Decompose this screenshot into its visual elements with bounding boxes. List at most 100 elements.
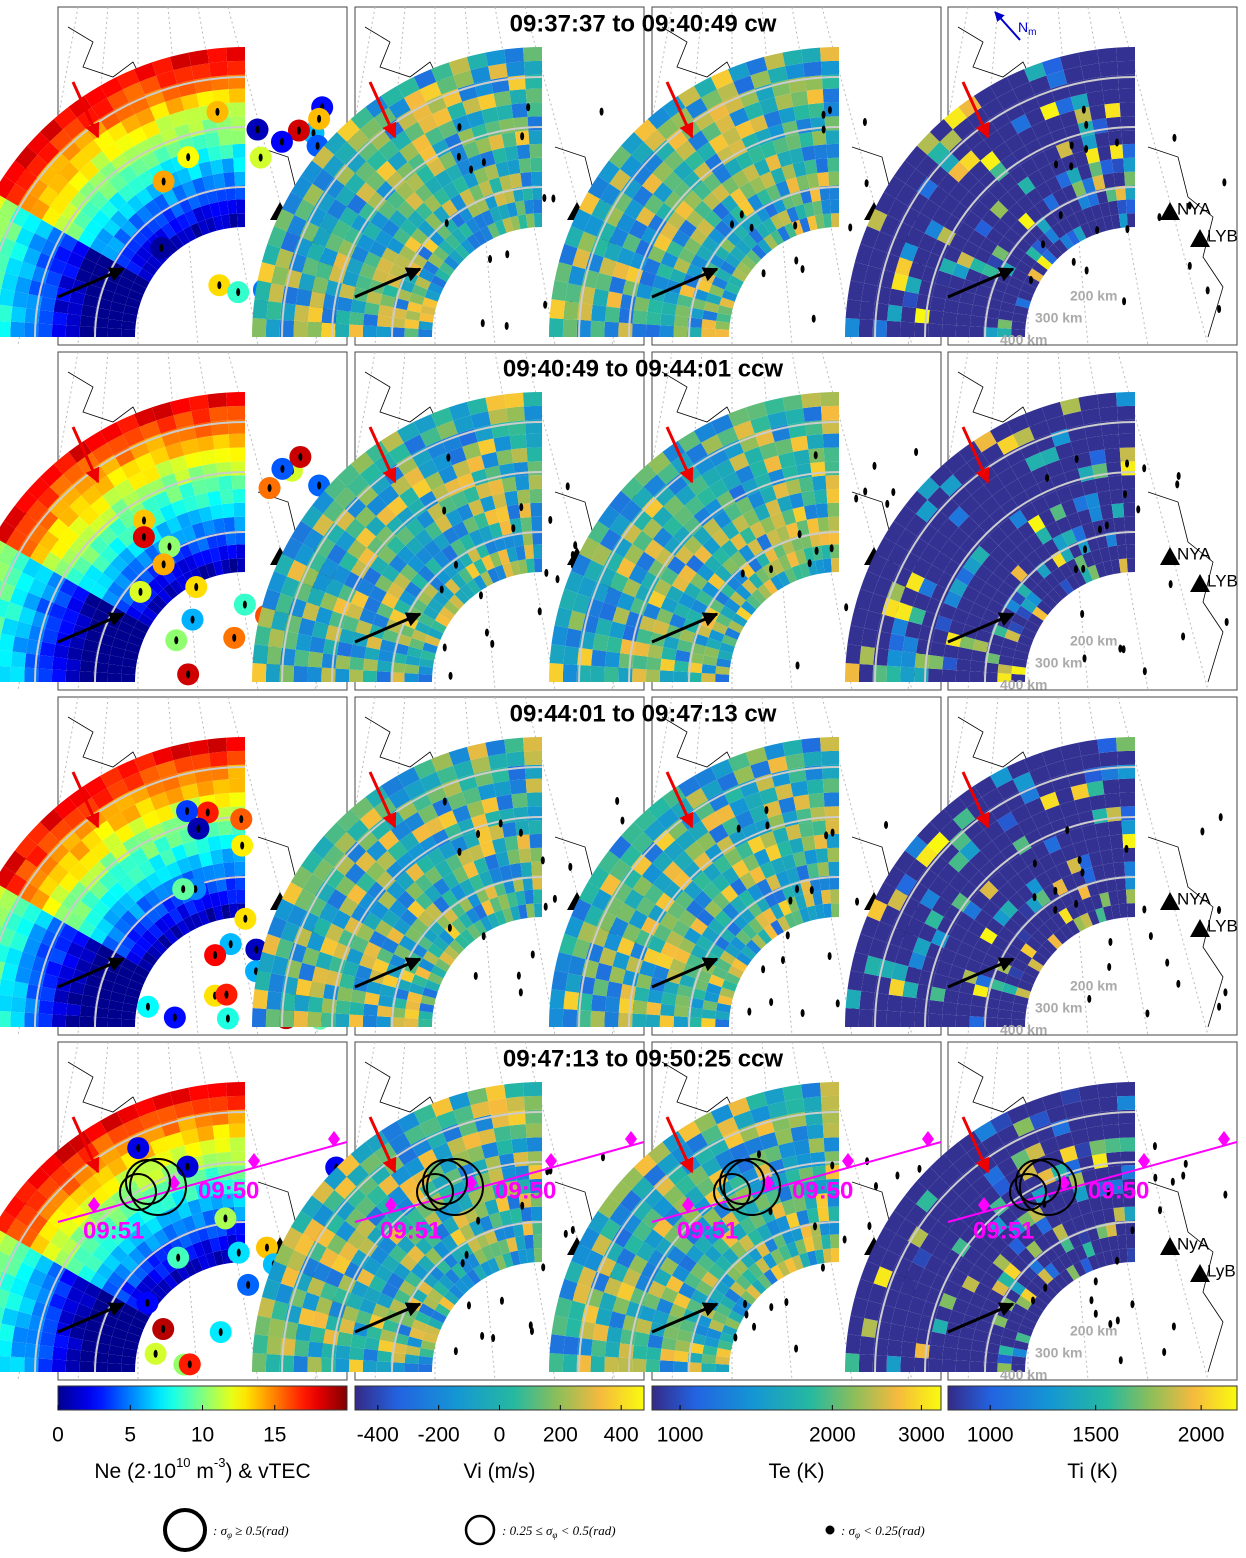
fan-cell (40, 297, 56, 312)
fan-cell (591, 305, 606, 322)
fan-cell (1099, 61, 1118, 76)
fan-cell (803, 751, 822, 766)
fan-cell (660, 670, 674, 682)
fan-cell (902, 636, 918, 653)
scint-dot (159, 244, 163, 252)
fan-cell (634, 642, 650, 657)
fan-cell (715, 674, 729, 682)
fan-cell (223, 517, 235, 532)
fan-cell (1081, 408, 1101, 425)
fan-cell (528, 1151, 542, 1165)
fan-cell (1099, 751, 1118, 766)
fan-cell (527, 447, 542, 461)
fan-cell (230, 1137, 245, 1151)
scint-dot (181, 885, 185, 893)
fan-cell (227, 406, 245, 420)
fan-cell (218, 476, 232, 491)
scint-dot (519, 503, 523, 511)
scint-dot (474, 972, 478, 980)
scint-dot (1085, 267, 1089, 275)
fan-cell (1081, 753, 1101, 770)
fan-cell (970, 660, 985, 672)
fan-cell (859, 1009, 873, 1027)
fan-cell (942, 657, 957, 670)
fan-cell (831, 903, 839, 917)
fan-cell (660, 325, 674, 337)
fan-cell (900, 322, 914, 337)
scint-dot (519, 988, 523, 996)
scint-dot (810, 886, 814, 894)
fan-cell (887, 650, 902, 667)
scint-dot (828, 106, 832, 114)
fan-cell (533, 1234, 542, 1248)
fan-cell (563, 1009, 577, 1027)
scint-dot (786, 931, 790, 939)
scint-dot (872, 462, 876, 470)
scint-dot (1095, 226, 1099, 234)
fan-cell (1119, 89, 1135, 103)
fan-cell (377, 1361, 391, 1372)
fan-cell (80, 315, 95, 327)
scint-dot (848, 223, 852, 231)
fan-cell (928, 323, 942, 337)
fan-cell (404, 1018, 418, 1027)
fan-cell (1123, 503, 1135, 517)
scint-dot (243, 915, 247, 923)
range-label: 400 km (1000, 677, 1047, 693)
fan-cell (494, 781, 512, 797)
fan-cell (307, 1012, 321, 1027)
scint-dot (801, 265, 805, 273)
fan-cell (817, 172, 829, 187)
fan-cell (816, 848, 829, 863)
fan-cell (209, 751, 228, 766)
fan-cell (799, 477, 814, 493)
fan-cell (520, 517, 532, 532)
scint-dot (761, 965, 765, 973)
fan-cell (1122, 144, 1135, 158)
fan-cell (24, 323, 38, 337)
range-label: 400 km (1000, 1022, 1047, 1038)
fan-cell (1108, 821, 1122, 836)
scint-dot (1125, 225, 1129, 233)
scint-dot (544, 903, 548, 911)
fan-cell (1087, 91, 1105, 107)
fan-cell (309, 981, 325, 998)
fan-cell (404, 328, 418, 337)
fan-cell (227, 61, 245, 75)
fan-cell (336, 1345, 351, 1359)
fan-cell (222, 848, 235, 863)
fan-cell (237, 558, 245, 572)
fan-cell (793, 104, 810, 120)
scint-dot (1083, 545, 1087, 553)
fan-cell (531, 1207, 542, 1221)
fan-cell (506, 751, 525, 766)
fan-cell (377, 1005, 392, 1017)
fan-cell (496, 449, 513, 465)
fan-cell (942, 1014, 956, 1027)
scint-dot (259, 154, 263, 162)
scint-dot (854, 495, 858, 503)
scint-dot (138, 588, 142, 596)
fan-cell (266, 301, 281, 320)
fan-cell (494, 436, 512, 452)
fan-cell (229, 434, 245, 448)
fan-cell (213, 779, 230, 794)
scint-dot (1045, 474, 1049, 482)
fan-cell (363, 670, 377, 682)
fan-cell (1124, 862, 1135, 876)
scint-dot (191, 616, 195, 624)
fan-cell (308, 306, 323, 322)
fan-cell (504, 738, 524, 754)
scint-dot (1188, 262, 1192, 270)
scint-dot (556, 575, 560, 583)
fan-cell (1121, 806, 1135, 820)
station-label: NYA (1177, 199, 1211, 218)
fan-cell (230, 792, 245, 806)
fan-cell (66, 325, 80, 337)
scint-dot (822, 126, 826, 134)
scint-dot (794, 257, 798, 265)
scint-dot (808, 559, 812, 567)
fan-cell (970, 1016, 984, 1027)
scint-dot (1125, 460, 1129, 468)
fan-cell (793, 449, 810, 465)
